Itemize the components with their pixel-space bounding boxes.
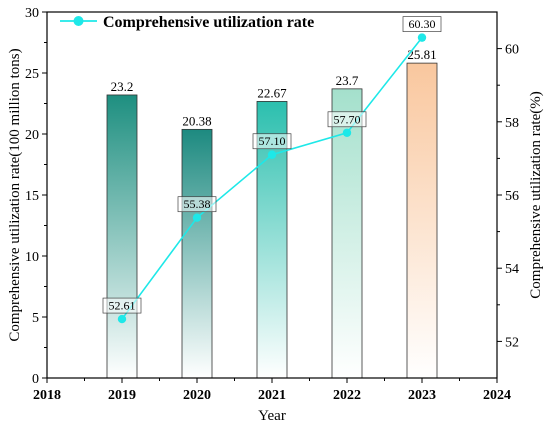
line-point-2020 <box>192 213 202 222</box>
legend-label: Comprehensive utilization rate <box>103 14 314 31</box>
right-tick-label-60: 60 <box>505 43 519 58</box>
x-tick-label-2019: 2019 <box>108 388 136 403</box>
line-point-2021 <box>267 150 277 159</box>
bar-label-2020: 20.38 <box>182 113 211 128</box>
x-tick-label-2020: 2020 <box>183 388 211 403</box>
axes-layer: 0 5 10 15 20 25 30 52 54 56 58 60 2018 2019 2020 2021 20… <box>7 6 544 424</box>
bar-2022 <box>331 88 363 379</box>
bar-2019 <box>106 94 138 379</box>
right-axis-title: Comprehensive utilization rate(%) <box>528 91 544 298</box>
line-label-2019: 52.61 <box>109 299 136 313</box>
right-tick-label-54: 54 <box>505 262 519 277</box>
line-label-box-2020 <box>177 196 217 213</box>
line-label-2020: 55.38 <box>184 197 211 211</box>
legend-marker <box>73 16 84 26</box>
left-tick-label-5: 5 <box>32 311 39 326</box>
line-label-2022: 57.70 <box>334 112 361 126</box>
left-tick-label-15: 15 <box>25 189 39 204</box>
line-label-2023: 60.30 <box>409 17 436 31</box>
right-tick-label-52: 52 <box>505 335 519 350</box>
left-tick-label-25: 25 <box>25 67 39 82</box>
line-point-2023 <box>417 33 427 42</box>
line-label-2021: 57.10 <box>259 134 286 148</box>
left-tick-label-20: 20 <box>25 128 39 143</box>
right-tick-label-56: 56 <box>505 189 519 204</box>
line-point-2022 <box>342 128 352 137</box>
bar-2020 <box>181 128 213 379</box>
line-layer: 52.61 55.38 57.10 57.70 60.30 <box>102 16 442 324</box>
x-axis-title: Year <box>258 408 286 424</box>
line-point-2019 <box>117 314 127 324</box>
x-tick-label-2018: 2018 <box>33 388 61 403</box>
bar-label-2023: 25.81 <box>407 47 436 62</box>
x-tick-label-2022: 2022 <box>333 388 361 403</box>
x-tick-label-2023: 2023 <box>408 388 436 403</box>
left-axis-title: Comprehensive utilization rate(100 milli… <box>7 48 23 341</box>
x-tick-label-2024: 2024 <box>483 388 511 403</box>
line-label-box-2022 <box>327 111 367 128</box>
left-tick-label-0: 0 <box>32 372 39 387</box>
left-tick-label-30: 30 <box>25 6 39 21</box>
right-tick-label-58: 58 <box>505 116 519 131</box>
left-tick-label-10: 10 <box>25 250 39 265</box>
bar-2023 <box>406 62 438 379</box>
line-label-box-2023 <box>402 16 442 32</box>
bar-label-2022: 23.7 <box>336 73 359 88</box>
bars-layer: 23.2 20.38 22.67 23.7 25.81 <box>106 47 438 379</box>
line-label-box-2021 <box>252 133 292 150</box>
legend: Comprehensive utilization rate <box>60 14 314 31</box>
line-label-box-2019 <box>102 297 142 314</box>
bar-label-2021: 22.67 <box>257 85 287 100</box>
x-tick-label-2021: 2021 <box>258 388 286 403</box>
bar-label-2019: 23.2 <box>111 79 134 94</box>
